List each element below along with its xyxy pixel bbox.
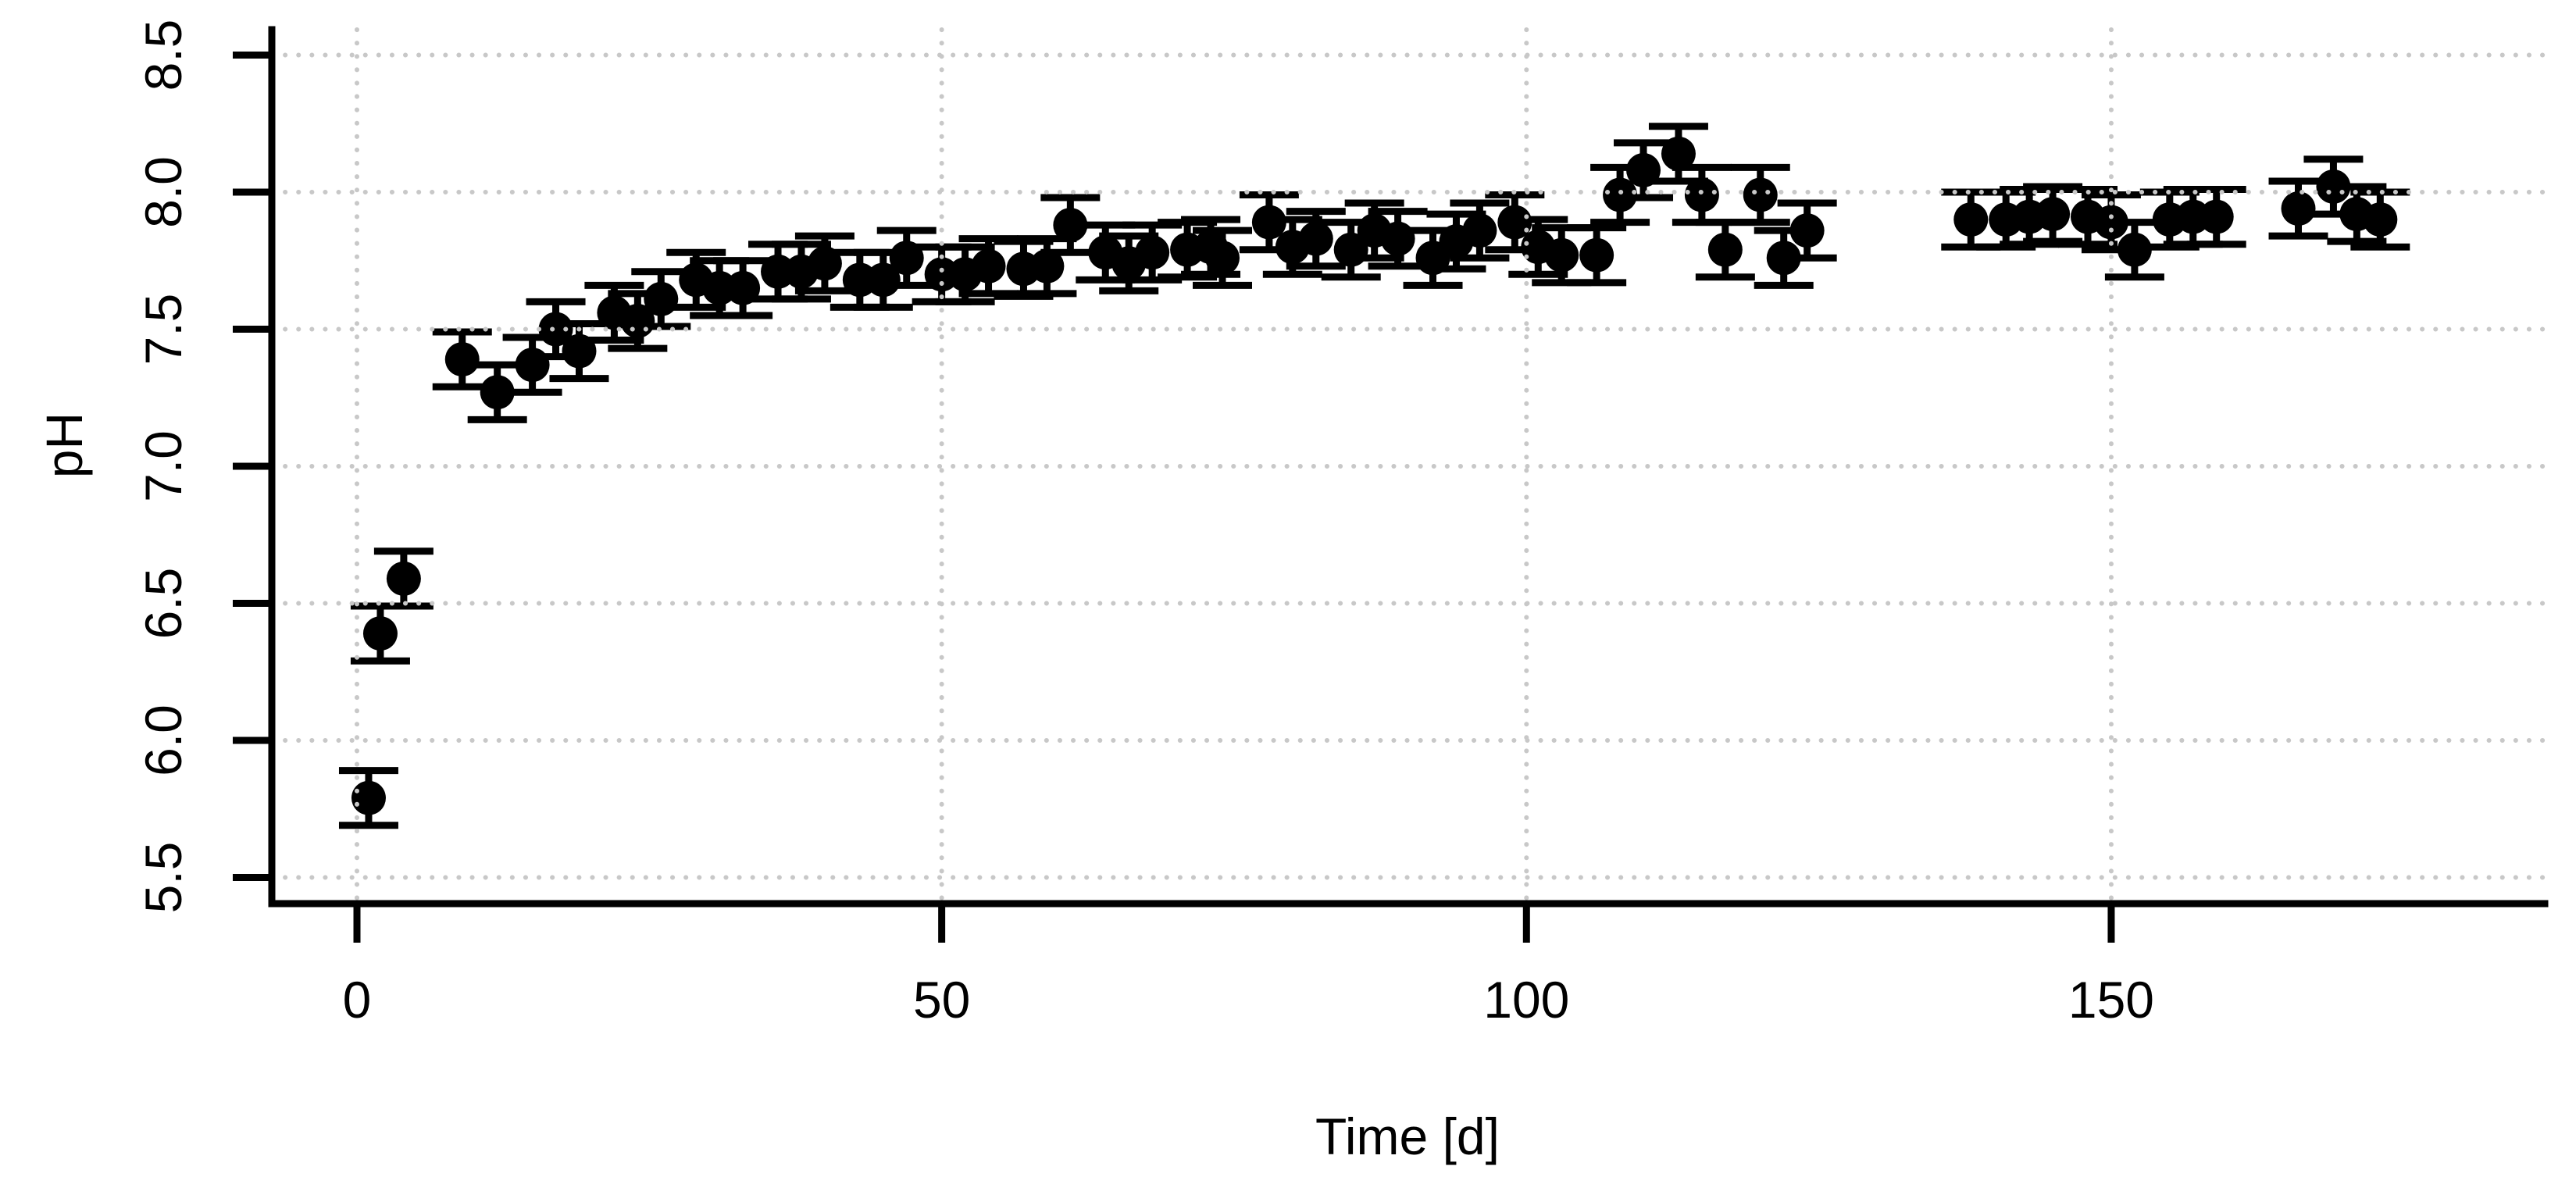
x-axis-title: Time [d] bbox=[1315, 1107, 1500, 1165]
data-series bbox=[338, 123, 2410, 829]
x-tick-label: 100 bbox=[1483, 971, 1569, 1029]
data-point bbox=[1707, 232, 1743, 267]
data-point bbox=[1205, 241, 1240, 276]
x-tick-label: 0 bbox=[343, 971, 372, 1029]
data-point bbox=[1380, 221, 1415, 256]
data-point bbox=[480, 375, 515, 410]
gridlines bbox=[269, 27, 2547, 906]
data-point bbox=[1029, 248, 1065, 284]
data-point bbox=[362, 616, 398, 651]
data-point bbox=[2281, 191, 2316, 226]
y-tick-label: 6.0 bbox=[134, 704, 192, 776]
data-point bbox=[2199, 199, 2234, 234]
data-point bbox=[1953, 202, 1989, 237]
y-axis-title: pH bbox=[35, 412, 93, 478]
y-tick-label: 8.0 bbox=[134, 156, 192, 228]
data-point bbox=[2363, 202, 2398, 237]
data-point bbox=[444, 342, 480, 377]
data-point bbox=[1661, 136, 1696, 171]
x-tick-label: 50 bbox=[913, 971, 970, 1029]
data-point bbox=[1135, 235, 1170, 270]
y-tick-label: 8.5 bbox=[134, 20, 192, 91]
data-point bbox=[386, 561, 421, 596]
data-point bbox=[1684, 177, 1719, 212]
data-point bbox=[351, 780, 386, 815]
data-point bbox=[1743, 177, 1778, 212]
tick-labels: 5.5 6.0 6.5 7.0 7.5 8.0 8.5 0 50 100 150 bbox=[134, 20, 2154, 1029]
axes bbox=[233, 26, 2549, 943]
data-point bbox=[1298, 221, 1333, 256]
data-point bbox=[1579, 237, 1614, 273]
data-point bbox=[971, 248, 1006, 284]
data-point bbox=[1462, 213, 1497, 248]
y-tick-label: 6.5 bbox=[134, 568, 192, 640]
data-point bbox=[1544, 237, 1579, 273]
data-point bbox=[2035, 197, 2071, 232]
data-point bbox=[644, 281, 679, 316]
data-point bbox=[2117, 232, 2152, 267]
x-tick-label: 150 bbox=[2068, 971, 2154, 1029]
y-tick-label: 7.5 bbox=[134, 294, 192, 366]
y-tick-label: 5.5 bbox=[134, 842, 192, 914]
data-point bbox=[1053, 208, 1088, 243]
data-point bbox=[515, 348, 550, 383]
y-tick-label: 7.0 bbox=[134, 430, 192, 502]
data-point bbox=[1789, 213, 1825, 248]
